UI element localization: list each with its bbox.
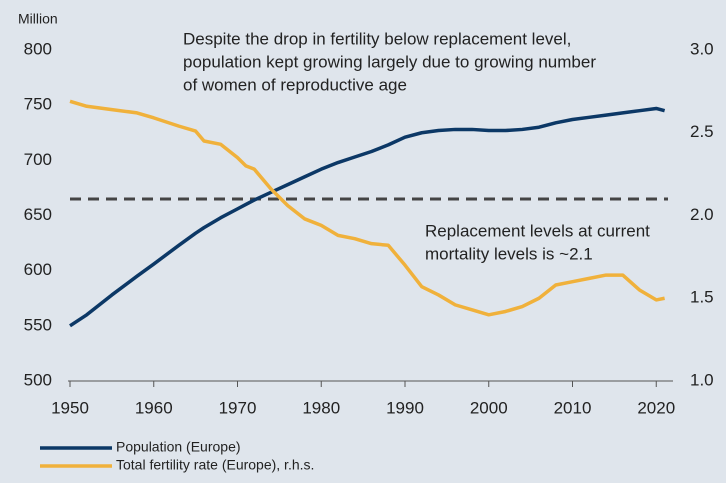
y-tick-label: 750 bbox=[24, 95, 52, 114]
legend-label: Total fertility rate (Europe), r.h.s. bbox=[116, 457, 314, 473]
x-tick-label: 2000 bbox=[470, 398, 508, 417]
series-line bbox=[69, 106, 666, 328]
annotation: of women of reproductive age bbox=[183, 75, 407, 94]
y2-tick-label: 2.5 bbox=[690, 122, 714, 141]
x-tick-label: 2020 bbox=[637, 398, 675, 417]
legend-label: Population (Europe) bbox=[116, 439, 241, 455]
x-tick-label: 2010 bbox=[554, 398, 592, 417]
x-tick-label: 1960 bbox=[135, 398, 173, 417]
annotation: mortality levels is ~2.1 bbox=[425, 244, 593, 263]
series-line bbox=[69, 99, 665, 317]
y2-tick-label: 1.5 bbox=[690, 288, 714, 307]
y-tick-label: 700 bbox=[24, 150, 52, 169]
y-tick-label: 800 bbox=[24, 39, 52, 58]
y2-tick-label: 1.0 bbox=[690, 370, 714, 389]
x-tick-label: 1990 bbox=[386, 398, 424, 417]
y-tick-label: 550 bbox=[24, 315, 52, 334]
x-tick-label: 1950 bbox=[51, 398, 89, 417]
y2-tick-label: 2.0 bbox=[690, 205, 714, 224]
annotation: Despite the drop in fertility below repl… bbox=[183, 29, 571, 48]
y-tick-label: 500 bbox=[24, 370, 52, 389]
y-tick-label: 650 bbox=[24, 205, 52, 224]
y-axis-label: Million bbox=[18, 11, 58, 27]
x-tick-label: 1980 bbox=[302, 398, 340, 417]
y2-tick-label: 3.0 bbox=[690, 39, 714, 58]
annotation: Replacement levels at current bbox=[425, 221, 650, 240]
x-tick-label: 1970 bbox=[219, 398, 257, 417]
y-tick-label: 600 bbox=[24, 260, 52, 279]
annotation: population kept growing largely due to g… bbox=[183, 52, 596, 71]
